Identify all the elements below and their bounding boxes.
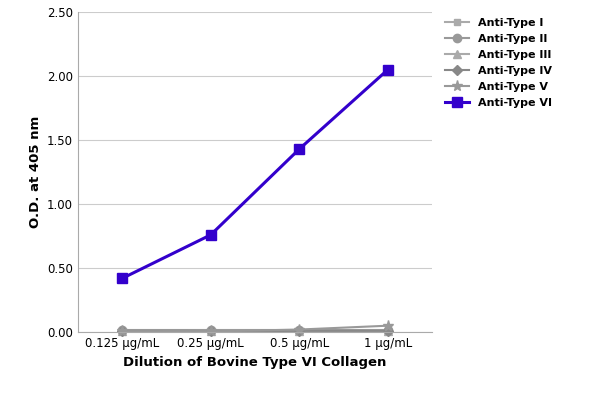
Anti-Type I	[296, 329, 303, 334]
Anti-Type VI	[296, 147, 303, 151]
Line: Anti-Type II: Anti-Type II	[118, 326, 392, 335]
Legend: Anti-Type I, Anti-Type II, Anti-Type III, Anti-Type IV, Anti-Type V, Anti-Type V: Anti-Type I, Anti-Type II, Anti-Type III…	[445, 18, 552, 108]
Anti-Type IV	[296, 328, 303, 333]
X-axis label: Dilution of Bovine Type VI Collagen: Dilution of Bovine Type VI Collagen	[124, 356, 386, 369]
Anti-Type V	[296, 327, 303, 332]
Anti-Type II	[296, 328, 303, 333]
Anti-Type II	[119, 328, 126, 333]
Anti-Type IV	[119, 329, 126, 334]
Anti-Type I	[119, 329, 126, 334]
Line: Anti-Type I: Anti-Type I	[119, 327, 391, 335]
Anti-Type IV	[207, 329, 214, 334]
Anti-Type V	[119, 329, 126, 334]
Line: Anti-Type VI: Anti-Type VI	[118, 65, 392, 283]
Anti-Type I	[384, 328, 391, 333]
Anti-Type III	[207, 328, 214, 333]
Anti-Type V	[384, 323, 391, 328]
Line: Anti-Type IV: Anti-Type IV	[119, 327, 391, 335]
Line: Anti-Type III: Anti-Type III	[118, 327, 392, 336]
Anti-Type III	[119, 329, 126, 334]
Y-axis label: O.D. at 405 nm: O.D. at 405 nm	[29, 116, 41, 228]
Anti-Type IV	[384, 328, 391, 333]
Anti-Type III	[296, 328, 303, 333]
Anti-Type III	[384, 328, 391, 333]
Anti-Type I	[207, 329, 214, 334]
Anti-Type VI	[384, 67, 391, 72]
Anti-Type II	[384, 328, 391, 333]
Line: Anti-Type V: Anti-Type V	[116, 320, 394, 337]
Anti-Type V	[207, 329, 214, 334]
Anti-Type II	[207, 328, 214, 333]
Anti-Type VI	[119, 276, 126, 281]
Anti-Type VI	[207, 232, 214, 237]
